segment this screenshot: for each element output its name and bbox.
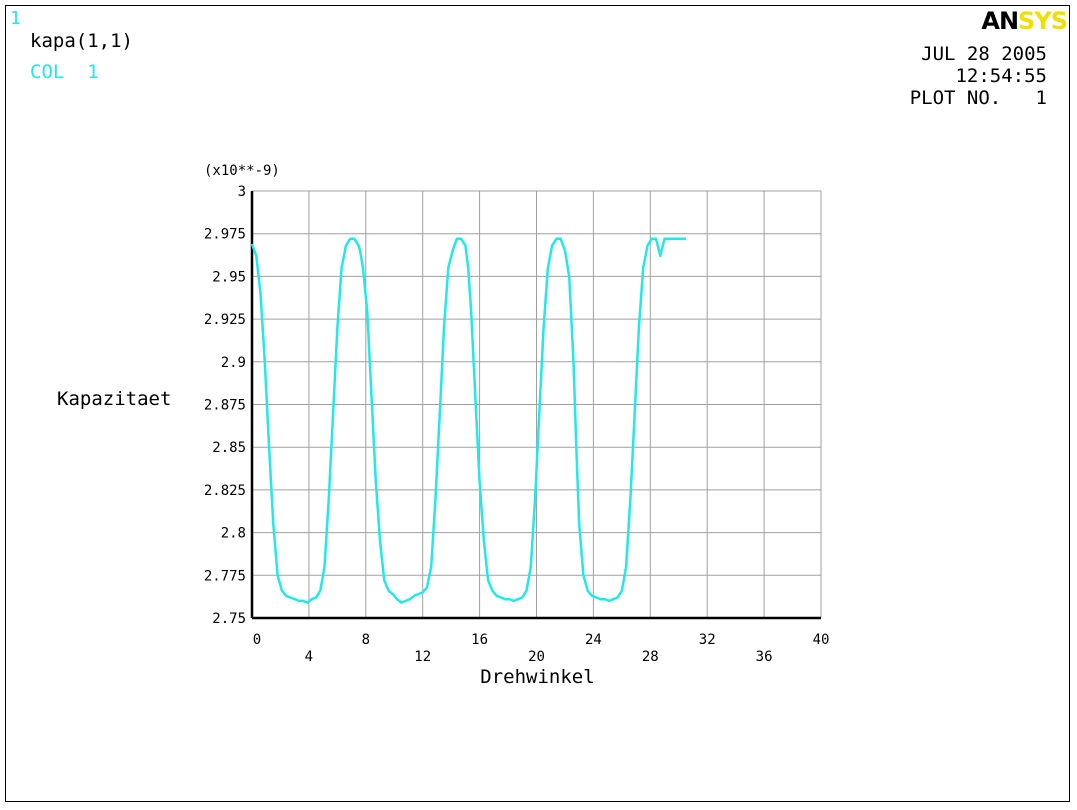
plot-time: 12:54:55 <box>955 65 1047 87</box>
y-tick-label: 2.8 <box>221 526 246 542</box>
series-line <box>250 237 686 604</box>
y-tick-label: 2.825 <box>204 483 246 499</box>
series-layer <box>250 237 686 604</box>
plot-label: kapa(1,1) <box>30 30 133 52</box>
x-axis-label: Drehwinkel <box>480 666 594 688</box>
x-tick-label: 24 <box>585 632 602 648</box>
logo-black-part: AN <box>981 7 1019 35</box>
y-tick-label: 2.9 <box>221 355 246 371</box>
window-number: 1 <box>10 8 21 29</box>
y-tick-label: 2.775 <box>204 568 246 584</box>
x-tick-label: 28 <box>642 649 659 665</box>
x-tick-label: 8 <box>362 632 370 648</box>
y-tick-label: 3 <box>238 184 246 200</box>
y-tick-label: 2.925 <box>204 312 246 328</box>
x-tick-label: 12 <box>414 649 431 665</box>
x-tick-label: 32 <box>699 632 716 648</box>
x-tick-label: 36 <box>756 649 773 665</box>
x-tick-label: 40 <box>813 632 830 648</box>
column-label: COL 1 <box>30 61 99 83</box>
x-tick-label: 0 <box>253 632 261 648</box>
x-tick-label: 4 <box>305 649 313 665</box>
x-tick-label: 16 <box>471 632 488 648</box>
plot-number: PLOT NO. 1 <box>909 87 1047 109</box>
y-tick-label: 2.875 <box>204 398 246 414</box>
y-tick-label: 2.75 <box>212 611 246 627</box>
grid-layer <box>251 190 822 619</box>
axis-layer <box>250 191 821 620</box>
y-scale-label: (x10**-9) <box>204 163 280 179</box>
y-tick-label: 2.95 <box>212 269 246 285</box>
logo-yellow-part: SYS <box>1018 7 1068 35</box>
x-tick-label: 20 <box>528 649 545 665</box>
ansys-logo: ANSYS <box>981 7 1068 35</box>
y-tick-label: 2.85 <box>212 440 246 456</box>
y-axis-label: Kapazitaet <box>57 388 171 410</box>
y-tick-label: 2.975 <box>204 227 246 243</box>
plot-frame <box>5 5 1070 802</box>
ticks-layer: 0 4 8 12 16 20 24 28 32 36 40 2.75 2.775 2.8 2.825 2.85… <box>204 184 830 665</box>
plot-date: JUL 28 2005 <box>921 43 1047 65</box>
